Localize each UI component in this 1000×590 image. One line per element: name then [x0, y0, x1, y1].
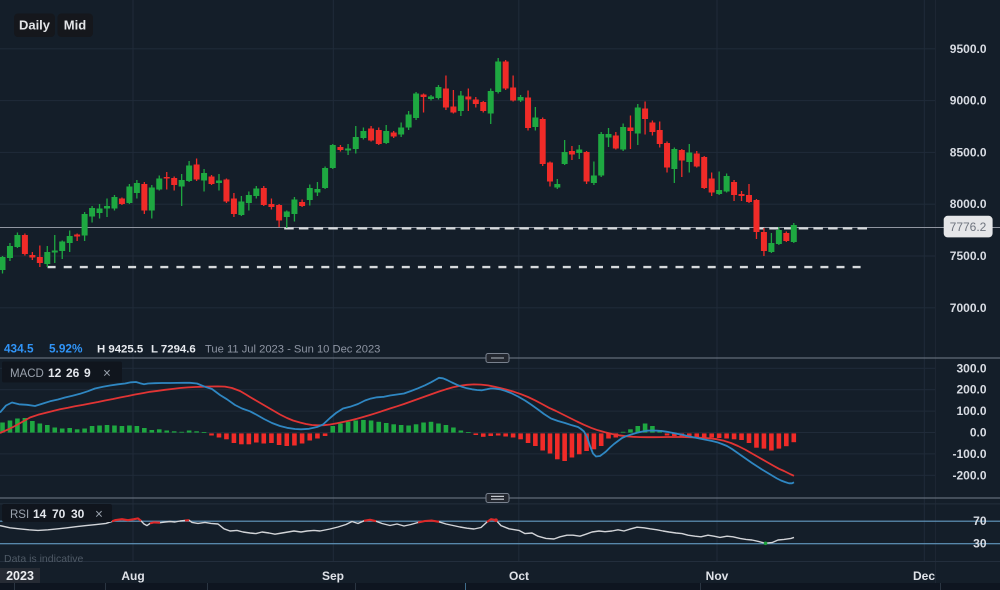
svg-text:9000.0: 9000.0: [950, 94, 987, 108]
svg-text:-200.0: -200.0: [952, 468, 986, 482]
svg-text:2023: 2023: [6, 569, 34, 583]
svg-text:300.0: 300.0: [956, 361, 986, 375]
svg-text:Sep: Sep: [322, 569, 344, 583]
svg-text:5.92%: 5.92%: [49, 342, 83, 356]
svg-text:9500.0: 9500.0: [950, 42, 987, 56]
svg-text:7000.0: 7000.0: [950, 301, 987, 315]
svg-text:30: 30: [973, 537, 987, 551]
svg-text:26: 26: [66, 366, 80, 380]
svg-text:Nov: Nov: [706, 569, 729, 583]
svg-text:MACD: MACD: [10, 368, 44, 380]
svg-text:30: 30: [71, 507, 85, 521]
svg-text:-100.0: -100.0: [952, 447, 986, 461]
svg-text:70: 70: [973, 514, 987, 528]
svg-text:12: 12: [48, 366, 62, 380]
svg-text:7500.0: 7500.0: [950, 249, 987, 263]
svg-text:Dec: Dec: [913, 569, 935, 583]
svg-text:Data is indicative: Data is indicative: [4, 553, 84, 565]
svg-text:8000.0: 8000.0: [950, 197, 987, 211]
svg-text:H 9425.5: H 9425.5: [97, 344, 144, 356]
svg-text:Oct: Oct: [509, 569, 529, 583]
svg-text:200.0: 200.0: [956, 383, 986, 397]
svg-text:7776.2: 7776.2: [950, 220, 987, 234]
svg-text:RSI: RSI: [10, 509, 29, 521]
svg-text:×: ×: [95, 507, 103, 522]
svg-text:Aug: Aug: [121, 569, 144, 583]
svg-text:Mid: Mid: [64, 18, 86, 33]
svg-text:14: 14: [33, 507, 47, 521]
svg-text:9: 9: [84, 366, 91, 380]
svg-text:434.5: 434.5: [4, 342, 34, 356]
svg-text:100.0: 100.0: [956, 404, 986, 418]
svg-text:L 7294.6: L 7294.6: [151, 344, 196, 356]
svg-text:×: ×: [103, 366, 111, 381]
svg-text:0.0: 0.0: [970, 426, 987, 440]
svg-text:8500.0: 8500.0: [950, 145, 987, 159]
svg-text:70: 70: [52, 507, 66, 521]
svg-text:Daily: Daily: [19, 18, 51, 33]
svg-text:Tue 11 Jul 2023 - Sun 10 Dec 2: Tue 11 Jul 2023 - Sun 10 Dec 2023: [205, 344, 380, 356]
